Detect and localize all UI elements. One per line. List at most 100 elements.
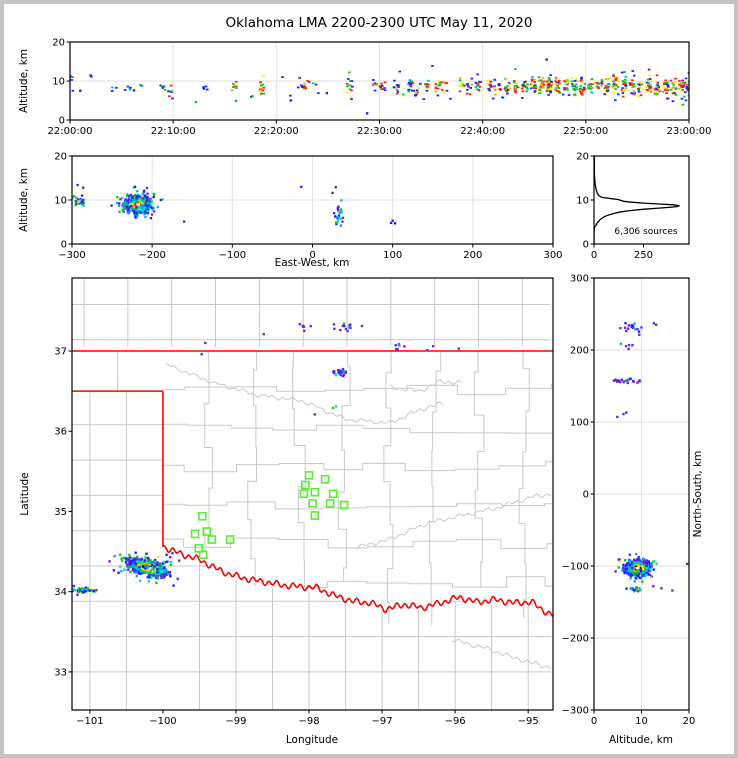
data-point: [623, 571, 626, 575]
data-point: [126, 193, 129, 196]
county-line: [524, 548, 527, 577]
data-point: [124, 202, 127, 206]
data-point: [137, 564, 141, 567]
data-point: [514, 68, 517, 71]
data-point: [531, 83, 534, 86]
county-line: [385, 351, 392, 389]
data-point: [680, 90, 684, 93]
data-point: [652, 584, 655, 588]
data-point: [144, 203, 147, 207]
data-point: [143, 208, 146, 211]
tick-label: 100: [383, 250, 402, 261]
data-point: [545, 90, 549, 93]
tick-label: −100: [219, 250, 246, 261]
data-point: [162, 575, 165, 578]
data-point: [554, 80, 558, 83]
data-point: [183, 220, 186, 223]
data-point: [84, 586, 88, 589]
data-point: [625, 567, 629, 571]
county-line: [387, 582, 432, 585]
tick-label: 20: [683, 716, 696, 727]
station-marker: [301, 480, 310, 490]
data-point: [622, 380, 625, 383]
data-point: [652, 322, 656, 325]
data-point: [133, 185, 137, 188]
data-point: [432, 344, 435, 348]
data-point: [546, 85, 550, 88]
tick-label: 37: [54, 347, 67, 358]
data-point: [339, 217, 342, 220]
data-point: [622, 88, 626, 91]
data-point: [161, 198, 164, 201]
county-line: [474, 503, 483, 540]
data-point: [469, 87, 473, 89]
data-point: [649, 576, 653, 579]
station-marker: [328, 489, 338, 499]
data-point: [127, 565, 131, 568]
data-point: [685, 90, 689, 93]
data-point: [90, 589, 93, 592]
data-point: [163, 573, 167, 576]
data-point: [146, 208, 149, 211]
county-line: [568, 583, 616, 586]
data-point: [621, 95, 625, 98]
data-point: [379, 86, 383, 89]
data-point: [639, 563, 643, 566]
data-point: [373, 82, 377, 85]
data-point: [78, 589, 82, 592]
tick-label: 20: [576, 152, 589, 163]
tick-label: 10: [576, 196, 589, 207]
county-line: [389, 506, 394, 547]
data-point: [628, 558, 631, 562]
data-point: [165, 553, 168, 556]
county-line: [292, 351, 294, 392]
data-point: [444, 82, 447, 85]
data-point: [167, 572, 170, 576]
data-point: [137, 194, 140, 198]
data-point: [521, 97, 524, 99]
data-point: [130, 205, 133, 208]
tick-label: −96: [445, 716, 466, 727]
data-point: [570, 80, 574, 83]
data-point: [549, 84, 552, 87]
county-line: [253, 386, 257, 429]
data-point: [581, 89, 585, 92]
data-point: [144, 196, 148, 199]
data-point: [407, 88, 411, 91]
county-line: [292, 391, 295, 431]
data-point: [392, 86, 396, 89]
data-point: [126, 194, 129, 198]
data-point: [615, 379, 618, 382]
data-point: [612, 80, 616, 83]
data-point: [151, 209, 155, 212]
data-point: [127, 194, 131, 197]
data-point: [128, 561, 131, 564]
county-line: [518, 465, 524, 506]
panels-root: 22:00:00 22:10:00 22:20:00 22:30:00 22:40:00…: [48, 38, 712, 728]
data-point: [134, 568, 138, 572]
data-point: [348, 88, 352, 91]
data-point: [148, 206, 151, 209]
data-point: [565, 87, 569, 90]
tick-label: 0: [583, 240, 589, 251]
data-point: [666, 89, 670, 92]
data-point: [137, 561, 140, 565]
data-point: [151, 567, 154, 570]
data-point: [230, 89, 234, 92]
data-point: [301, 324, 305, 328]
data-point: [231, 82, 235, 85]
data-point: [160, 564, 163, 567]
data-point: [623, 570, 627, 573]
data-point: [132, 200, 135, 203]
data-point: [348, 324, 351, 327]
data-point: [547, 93, 550, 96]
data-point: [396, 347, 399, 351]
data-point: [137, 203, 140, 206]
data-point: [149, 559, 152, 562]
data-point: [665, 87, 668, 90]
data-point: [538, 89, 541, 92]
data-point: [656, 90, 659, 93]
data-point: [440, 89, 444, 91]
data-point: [476, 82, 480, 85]
data-point: [627, 347, 630, 351]
